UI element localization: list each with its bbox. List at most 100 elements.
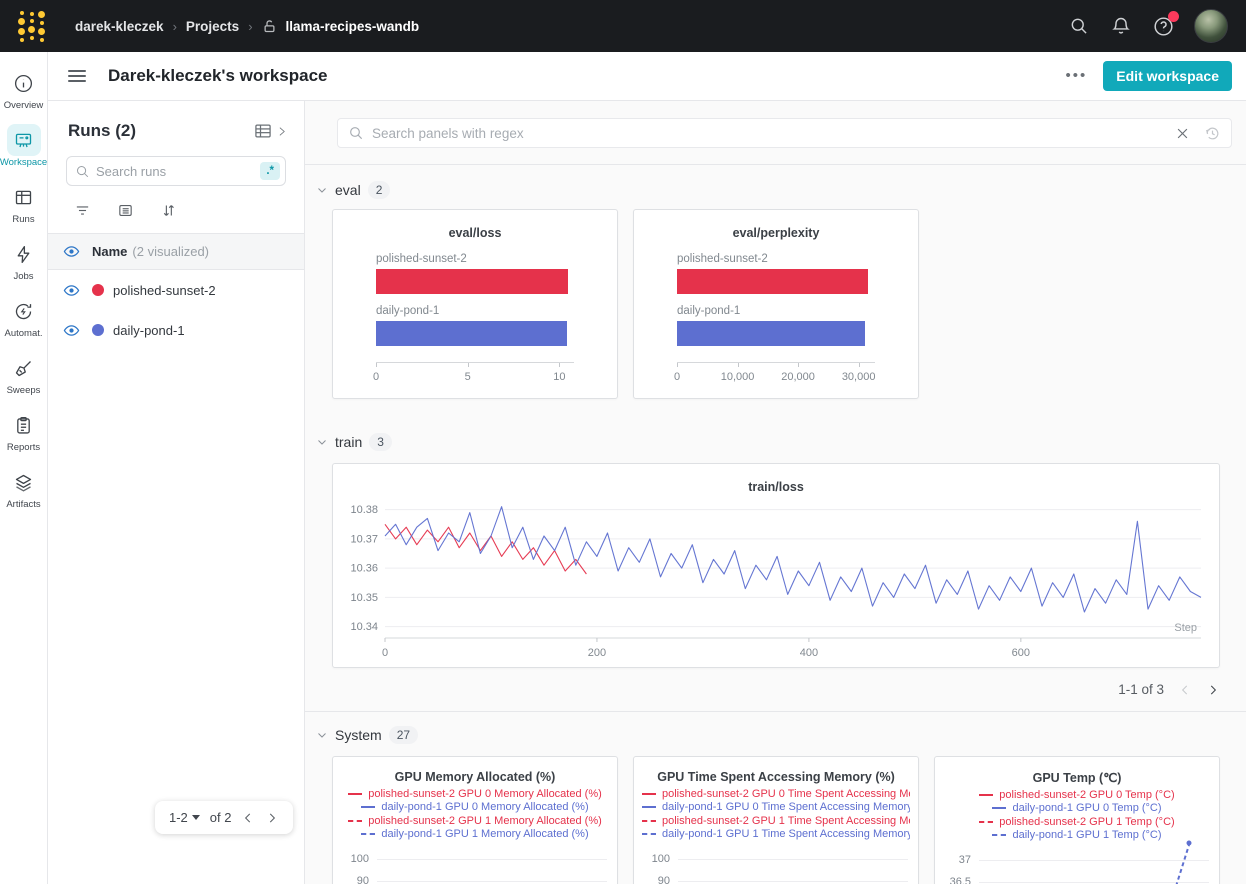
svg-text:200: 200 [588,647,606,659]
rail-item-reports[interactable]: Reports [0,406,48,456]
chevron-down-icon [318,188,326,193]
svg-text:Step: Step [1174,622,1197,634]
section-header-system[interactable]: System 27 [316,724,1246,746]
y-axis: 100 90 [634,848,918,884]
y-axis: 37 36.5 [935,849,1219,884]
search-icon[interactable] [1068,15,1090,37]
table-icon [7,181,41,213]
section-count-badge: 27 [388,726,419,744]
info-icon [7,67,41,99]
svg-text:10.36: 10.36 [350,563,378,575]
bell-icon[interactable] [1110,15,1132,37]
panel-eval-perplexity[interactable]: eval/perplexity polished-sunset-2 daily-po… [633,209,919,399]
chart-title: GPU Time Spent Accessing Memory (%) [657,770,895,784]
breadcrumb-project-name[interactable]: llama-recipes-wandb [285,18,420,34]
nav-rail: Overview Workspace Runs Jobs Automat. Sw… [0,52,48,884]
panel-gpu-time[interactable]: GPU Time Spent Accessing Memory (%) polis… [633,756,919,884]
rail-item-artifacts[interactable]: Artifacts [0,463,48,513]
runs-search-input[interactable] [96,163,261,179]
run-name[interactable]: daily-pond-1 [113,322,185,338]
svg-text:400: 400 [800,647,818,659]
rail-item-workspace[interactable]: Workspace [0,121,48,171]
chart-title: train/loss [748,480,804,494]
clear-search-icon[interactable] [1175,126,1190,141]
wandb-logo[interactable] [18,10,45,42]
rail-item-sweeps[interactable]: Sweeps [0,349,48,399]
filter-icon[interactable] [74,202,91,219]
prev-page-icon[interactable] [241,811,255,825]
panel-gpu-temp[interactable]: GPU Temp (℃) polished-sunset-2 GPU 0 Temp… [934,756,1220,884]
breadcrumb-projects[interactable]: Projects [185,18,240,34]
eye-icon[interactable] [63,282,80,299]
history-icon[interactable] [1204,125,1221,142]
eye-icon[interactable] [63,243,80,260]
prev-page-icon[interactable] [1178,683,1192,697]
table-icon [255,124,271,138]
run-name[interactable]: polished-sunset-2 [113,282,216,298]
line-chart: 10.34 10.35 10.36 10.37 10.38 0 200 400 600 Step [350,504,1202,659]
bar [376,321,568,346]
bar-label: polished-sunset-2 [376,253,467,265]
preview-line [1175,840,1192,884]
group-icon[interactable] [117,202,134,219]
x-tick-label: 10,000 [720,371,755,383]
run-row-polished-sunset-2[interactable]: polished-sunset-2 [48,270,304,310]
runs-search-box: .* [66,156,286,186]
svg-text:10.34: 10.34 [350,621,378,633]
chart-legend: polished-sunset-2 GPU 0 Time Spent Acces… [634,787,918,841]
bar-label: daily-pond-1 [677,305,741,317]
regex-toggle-button[interactable]: .* [260,162,280,180]
breadcrumb-user[interactable]: darek-kleczek [75,18,164,34]
runs-sidebar: Runs (2) .* Name (2 visualized) polished… [48,101,305,884]
overflow-menu-icon[interactable]: ••• [1065,67,1088,84]
svg-text:10.35: 10.35 [350,592,378,604]
rail-item-jobs[interactable]: Jobs [0,235,48,285]
panel-gpu-memory[interactable]: GPU Memory Allocated (%) polished-sunset-… [332,756,618,884]
bar-label: polished-sunset-2 [677,253,768,265]
train-section-pagination: 1-1 of 3 [305,682,1220,697]
divider [305,711,1246,712]
automation-cycle-icon [7,295,41,327]
name-column-header[interactable]: Name [92,244,128,259]
runs-panel-title: Runs (2) [68,121,136,140]
panels-area: eval 2 eval/loss polished-sunset-2 daily-p… [305,101,1246,884]
next-page-icon[interactable] [1206,683,1220,697]
run-row-daily-pond-1[interactable]: daily-pond-1 [48,310,304,350]
x-tick-label: 30,000 [841,371,876,383]
rail-item-automations[interactable]: Automat. [0,292,48,342]
svg-text:0: 0 [382,647,388,659]
help-icon[interactable] [1152,11,1179,37]
expand-runs-table-button[interactable] [253,121,288,141]
panel-train-loss[interactable]: train/loss 10.34 10.35 10.36 10.37 10.38 0 200 4… [332,463,1220,668]
panel-menu-icon[interactable] [68,67,86,85]
workspace-board-icon [6,124,41,156]
rail-item-runs[interactable]: Runs [0,178,48,228]
chart-title: GPU Memory Allocated (%) [394,770,556,784]
chart-title: eval/perplexity [732,226,820,240]
rail-item-overview[interactable]: Overview [0,64,48,114]
search-icon [350,127,363,140]
broom-icon [7,352,41,384]
runs-toolbar [74,202,304,219]
svg-text:600: 600 [1012,647,1030,659]
chart-legend: polished-sunset-2 GPU 0 Temp (°C) daily-p… [935,788,1219,842]
panel-eval-loss[interactable]: eval/loss polished-sunset-2 daily-pond-1 0 5… [332,209,618,399]
eye-icon[interactable] [63,322,80,339]
bar [677,269,869,294]
bar [376,269,568,294]
panel-search-input[interactable] [372,125,1175,141]
avatar[interactable] [1194,9,1228,43]
runs-pagination: 1-2 of 2 [155,801,294,834]
x-tick-label: 0 [372,371,380,383]
section-header-eval[interactable]: eval 2 [316,179,1246,201]
section-header-train[interactable]: train 3 [316,431,1246,453]
next-page-icon[interactable] [265,811,279,825]
edit-workspace-button[interactable]: Edit workspace [1103,61,1232,91]
sort-icon[interactable] [160,202,177,219]
layers-icon [7,466,41,498]
chart-title: eval/loss [448,226,502,240]
caret-down-icon [191,815,200,820]
page-range-dropdown[interactable]: 1-2 [169,810,200,825]
x-axis: 0 10,000 20,000 30,000 [674,362,876,386]
notification-dot [1168,11,1179,22]
